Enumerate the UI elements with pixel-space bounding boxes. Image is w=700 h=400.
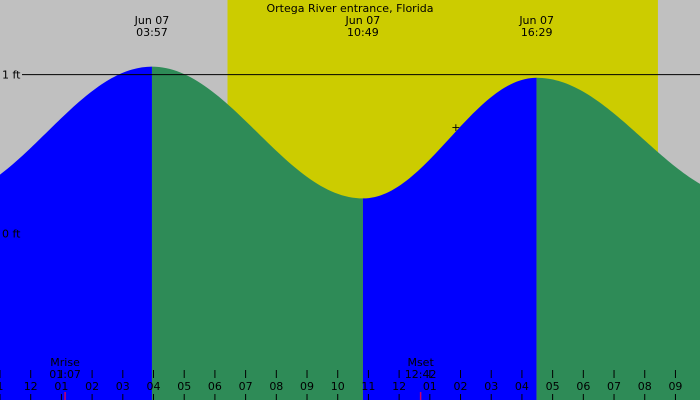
tide-areas	[0, 66, 700, 400]
x-tick-label: 02	[454, 380, 468, 393]
moon-event-time: 12:42	[405, 368, 437, 381]
extreme-time: 03:57	[136, 26, 168, 39]
x-tick-label: 02	[85, 380, 99, 393]
x-tick-label: 1	[0, 380, 4, 393]
current-time-marker: +	[451, 121, 460, 134]
x-tick-label: 05	[177, 380, 191, 393]
x-tick-label: 09	[300, 380, 314, 393]
x-tick-label: 12	[392, 380, 406, 393]
rising-tide-segment	[362, 77, 537, 400]
x-tick-label: 04	[515, 380, 529, 393]
moon-event-label: Mset	[407, 356, 434, 369]
x-axis-ticks: 1 12 01 02 03 04 05 06 07 08 09 10 11 12 01 02 03 04 05 06 0…	[0, 370, 682, 400]
rising-tide-segment	[0, 66, 152, 400]
x-tick-label: 06	[576, 380, 590, 393]
x-tick-label: 08	[638, 380, 652, 393]
x-tick-label: 10	[331, 380, 345, 393]
moon-event-label: Mrise	[50, 356, 80, 369]
x-tick-label: 06	[208, 380, 222, 393]
x-tick-label: 03	[484, 380, 498, 393]
extreme-time: 10:49	[347, 26, 379, 39]
x-tick-label: 03	[116, 380, 130, 393]
y-label-0ft: 0 ft	[2, 227, 21, 240]
x-tick-label: 09	[668, 380, 682, 393]
falling-tide-segment	[151, 66, 363, 400]
x-tick-label: 07	[239, 380, 253, 393]
x-tick-label: 08	[269, 380, 283, 393]
x-tick-label: 11	[361, 380, 375, 393]
moon-event-time: 01:07	[49, 368, 81, 381]
x-tick-label: 12	[24, 380, 38, 393]
extreme-date: Jun 07	[134, 14, 170, 27]
x-tick-label: 01	[54, 380, 68, 393]
falling-tide-segment	[536, 77, 700, 400]
x-tick-label: 07	[607, 380, 621, 393]
extreme-date: Jun 07	[518, 14, 554, 27]
x-tick-label: 04	[147, 380, 161, 393]
chart-title: Ortega River entrance, Florida	[267, 2, 434, 15]
extreme-time: 16:29	[521, 26, 553, 39]
y-label-1ft: 1 ft	[2, 69, 21, 82]
extreme-date: Jun 07	[345, 14, 381, 27]
x-tick-label: 01	[423, 380, 437, 393]
x-tick-label: 05	[546, 380, 560, 393]
